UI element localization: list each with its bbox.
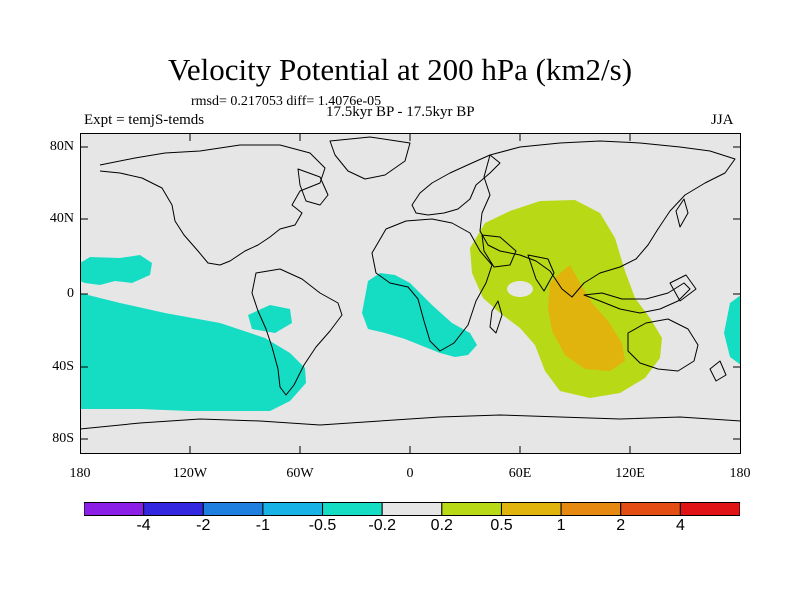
map-title: Velocity Potential at 200 hPa (km2/s) xyxy=(167,52,633,87)
colorbar-label-4: -0.2 xyxy=(368,517,396,534)
colorbar xyxy=(84,502,740,516)
colorbar-label-1: -2 xyxy=(196,517,211,534)
colorbar-swatch-4 xyxy=(322,502,383,516)
experiment-label: Expt = temjS-temds xyxy=(84,112,205,128)
negative-anomaly-regions xyxy=(80,255,741,411)
colorbar-swatch-7 xyxy=(500,502,562,516)
neutral-hole xyxy=(507,281,533,297)
coastlines xyxy=(80,136,741,430)
colorbar-swatch-0 xyxy=(84,502,145,516)
colorbar-swatch-2 xyxy=(202,502,264,516)
lon-label-180w: 180 xyxy=(69,466,91,481)
stats-subtitle: rmsd= 0.217053 diff= 1.4076e-05 xyxy=(191,94,382,109)
colorbar-label-6: 0.5 xyxy=(490,517,513,534)
colorbar-label-5: 0.2 xyxy=(430,517,453,534)
season-label: JJA xyxy=(711,112,734,128)
positive-anomaly-region-0.5 xyxy=(548,265,625,371)
colorbar-label-9: 4 xyxy=(675,517,685,534)
lon-label-60e: 60E xyxy=(508,466,532,481)
axis-ticks xyxy=(80,133,741,454)
lat-label-40s: 40S xyxy=(52,359,74,374)
lat-label-80n: 80N xyxy=(49,139,74,154)
lon-label-120w: 120W xyxy=(172,466,208,481)
colorbar-swatch-10 xyxy=(679,502,740,516)
colorbar-swatch-3 xyxy=(262,502,324,516)
colorbar-swatch-1 xyxy=(143,502,204,516)
colorbar-swatch-9 xyxy=(620,502,681,516)
velocity-potential-map xyxy=(80,133,741,454)
lon-label-120e: 120E xyxy=(615,466,645,481)
lat-label-eq: 0 xyxy=(67,286,74,301)
colorbar-label-3: -0.5 xyxy=(308,517,337,534)
period-label: 17.5kyr BP - 17.5kyr BP xyxy=(326,104,475,120)
colorbar-label-7: 1 xyxy=(556,517,566,534)
colorbar-swatch-6 xyxy=(441,502,502,516)
colorbar-swatch-5 xyxy=(381,502,443,516)
lat-label-80s: 80S xyxy=(52,431,74,446)
colorbar-swatch-8 xyxy=(560,502,622,516)
lon-label-0: 0 xyxy=(406,466,414,481)
colorbar-label-2: -1 xyxy=(255,517,270,534)
colorbar-label-8: 2 xyxy=(616,517,626,534)
lat-label-40n: 40N xyxy=(49,211,74,226)
lon-label-60w: 60W xyxy=(286,466,314,481)
colorbar-label-0: -4 xyxy=(136,517,151,534)
lon-label-180e: 180 xyxy=(729,466,751,481)
